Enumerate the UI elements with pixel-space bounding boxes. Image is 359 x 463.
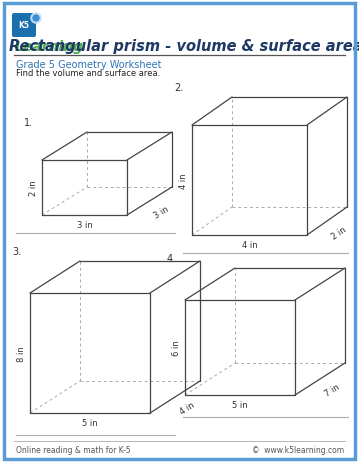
Text: 5 in: 5 in bbox=[82, 418, 98, 427]
Text: 4 in: 4 in bbox=[242, 240, 257, 250]
Text: 8 in: 8 in bbox=[17, 345, 26, 361]
Text: ©  www.k5learning.com: © www.k5learning.com bbox=[252, 445, 344, 454]
Text: Online reading & math for K-5: Online reading & math for K-5 bbox=[16, 445, 131, 454]
Text: 6 in: 6 in bbox=[172, 340, 181, 356]
Circle shape bbox=[33, 16, 39, 22]
Text: 5 in: 5 in bbox=[232, 400, 248, 409]
Text: 3.: 3. bbox=[12, 246, 21, 257]
Text: 4.: 4. bbox=[167, 253, 176, 263]
Text: 4 in: 4 in bbox=[178, 400, 196, 416]
Text: Learning: Learning bbox=[15, 40, 84, 54]
Text: 2.: 2. bbox=[174, 83, 183, 93]
Text: Find the volume and surface area.: Find the volume and surface area. bbox=[16, 69, 160, 78]
Text: 4 in: 4 in bbox=[179, 173, 188, 188]
Text: 3 in: 3 in bbox=[76, 220, 92, 230]
Text: Rectangular prism - volume & surface area: Rectangular prism - volume & surface are… bbox=[9, 39, 359, 54]
Text: Grade 5 Geometry Worksheet: Grade 5 Geometry Worksheet bbox=[16, 60, 162, 70]
FancyBboxPatch shape bbox=[12, 14, 36, 38]
Text: 2 in: 2 in bbox=[29, 180, 38, 196]
Text: 7 in: 7 in bbox=[323, 382, 341, 398]
Text: 1.: 1. bbox=[24, 118, 33, 128]
Text: 2 in: 2 in bbox=[330, 225, 348, 241]
Circle shape bbox=[31, 14, 41, 24]
Text: 3 in: 3 in bbox=[153, 205, 171, 220]
Text: K5: K5 bbox=[19, 21, 29, 31]
